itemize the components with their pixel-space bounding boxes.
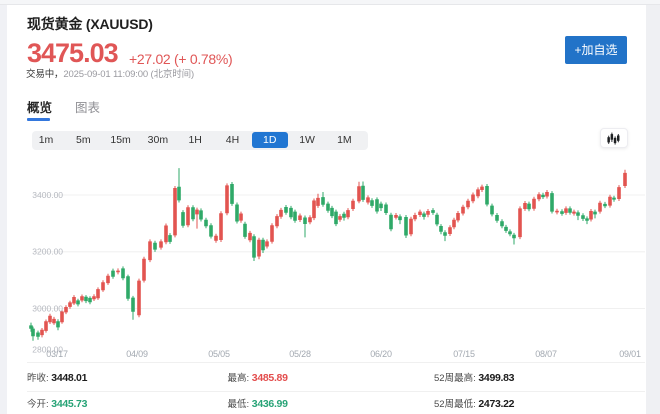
svg-text:03/17: 03/17 xyxy=(46,349,68,359)
svg-text:2800.00: 2800.00 xyxy=(32,344,63,354)
svg-text:3400.00: 3400.00 xyxy=(32,190,63,200)
svg-text:07/15: 07/15 xyxy=(453,349,475,359)
svg-text:04/09: 04/09 xyxy=(126,349,148,359)
svg-text:3200.00: 3200.00 xyxy=(32,247,63,257)
svg-text:09/01: 09/01 xyxy=(619,349,641,359)
svg-text:08/07: 08/07 xyxy=(535,349,557,359)
svg-text:06/20: 06/20 xyxy=(370,349,392,359)
svg-text:05/05: 05/05 xyxy=(208,349,230,359)
svg-text:3000.00: 3000.00 xyxy=(32,303,63,313)
svg-text:05/28: 05/28 xyxy=(289,349,311,359)
